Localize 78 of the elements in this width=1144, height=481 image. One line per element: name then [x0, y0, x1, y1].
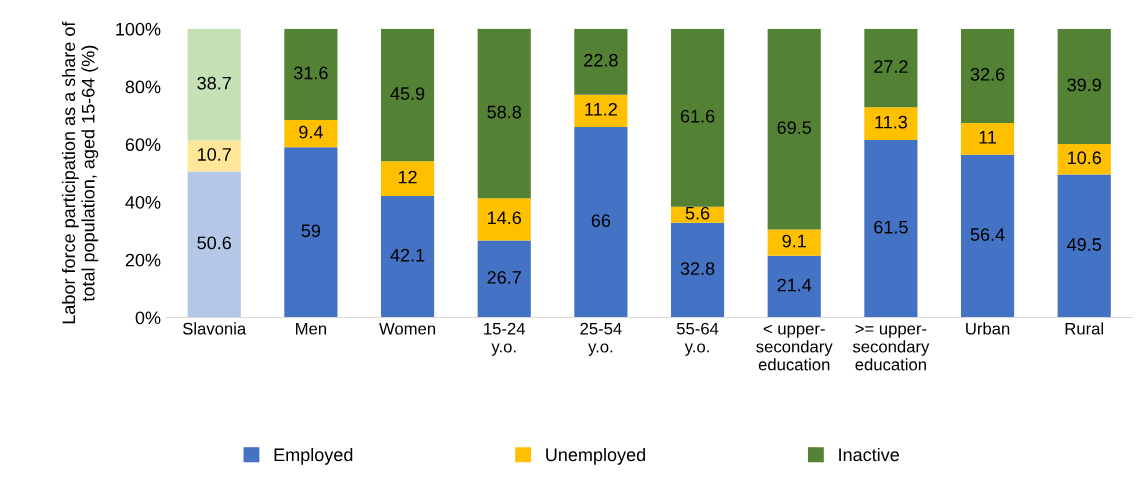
data-label: 10.7 — [198, 148, 231, 161]
x-tick-label: 55-64 y.o. — [676, 322, 719, 356]
bar — [477, 28, 531, 199]
y-tick-label: 20% — [125, 253, 161, 267]
bar — [767, 229, 821, 256]
x-tick-label: Slavonia — [183, 322, 247, 335]
data-label: 31.6 — [294, 66, 328, 80]
bar — [380, 195, 435, 318]
data-label: 32.8 — [680, 262, 715, 275]
legend-label: Employed — [274, 447, 353, 465]
bar — [380, 28, 435, 162]
data-label: 42.1 — [390, 248, 425, 262]
data-label: 11 — [979, 131, 997, 144]
bar — [187, 171, 241, 318]
bar — [477, 240, 531, 318]
data-label: 66 — [591, 214, 611, 228]
data-label: 21.4 — [777, 278, 812, 292]
x-tick-label: < upper- secondary education — [756, 324, 833, 371]
bar — [477, 198, 531, 241]
x-tick-label: 25-54 y.o. — [580, 322, 622, 356]
data-label: 38.7 — [197, 76, 231, 90]
data-label: 69.5 — [777, 121, 812, 134]
data-label: 9.1 — [782, 234, 806, 248]
bar — [380, 161, 435, 196]
bar — [1057, 28, 1111, 145]
data-label: 5.6 — [685, 206, 710, 220]
bar — [284, 120, 338, 148]
data-label: 49.5 — [1067, 238, 1102, 251]
data-label: 61.6 — [680, 109, 715, 123]
data-label: 11.3 — [875, 115, 907, 129]
bar — [574, 94, 628, 127]
x-tick-label: Rural — [1065, 322, 1104, 335]
y-tick-label: 100% — [116, 22, 161, 36]
bar — [574, 28, 628, 95]
bar — [864, 107, 918, 140]
y-tick-label: 60% — [125, 138, 161, 152]
y-axis-title: Labor force participation as a share of total population, aged 15-64 (%) — [61, 21, 99, 324]
bar — [574, 126, 628, 318]
bar — [960, 122, 1015, 155]
y-tick-label: 40% — [125, 195, 161, 209]
data-label: 50.6 — [197, 236, 231, 250]
bar — [187, 28, 241, 141]
data-label: 12 — [398, 170, 417, 184]
bar — [670, 28, 725, 207]
legend-label: Unemployed — [546, 447, 645, 465]
bar — [1057, 174, 1111, 318]
x-tick-label: 15-24 y.o. — [484, 322, 526, 356]
y-tick-label: 0% — [135, 311, 161, 325]
bar — [1057, 144, 1111, 175]
data-label: 9.4 — [299, 125, 323, 139]
data-label: 56.4 — [970, 228, 1005, 241]
data-label: 45.9 — [390, 87, 425, 100]
data-label: 58.8 — [487, 105, 522, 119]
x-tick-label: >= upper- secondary education — [852, 324, 930, 371]
bar — [960, 154, 1015, 318]
bar — [767, 255, 821, 318]
data-label: 27.2 — [874, 60, 908, 73]
bar — [864, 28, 918, 108]
bar — [960, 28, 1015, 123]
data-label: 26.7 — [487, 270, 521, 284]
x-tick-label: Men — [296, 322, 327, 335]
y-tick-label: 80% — [125, 80, 161, 94]
data-label: 11.2 — [585, 102, 617, 116]
data-label: 14.6 — [488, 211, 521, 225]
bar — [284, 147, 338, 318]
data-label: 59 — [301, 224, 321, 238]
bar — [284, 28, 338, 121]
data-label: 32.6 — [970, 67, 1005, 81]
data-label: 39.9 — [1067, 78, 1101, 92]
bar — [670, 222, 725, 318]
x-tick-label: Women — [379, 322, 436, 335]
legend-label: Inactive — [839, 447, 899, 462]
data-label: 61.5 — [874, 220, 908, 234]
data-label: 22.8 — [584, 53, 618, 67]
data-label: 10.6 — [1068, 151, 1101, 165]
bar — [864, 139, 918, 318]
bar — [767, 28, 821, 230]
x-tick-label: Urban — [966, 322, 1010, 335]
